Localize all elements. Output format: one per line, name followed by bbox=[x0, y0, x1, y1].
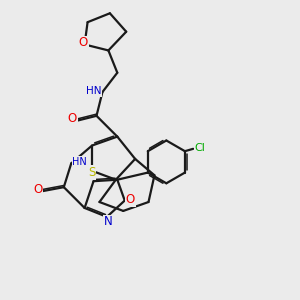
Text: O: O bbox=[33, 183, 42, 196]
Text: N: N bbox=[103, 215, 112, 228]
Text: O: O bbox=[68, 112, 77, 125]
Text: HN: HN bbox=[72, 157, 87, 166]
Text: O: O bbox=[125, 193, 135, 206]
Text: HN: HN bbox=[86, 86, 101, 96]
Text: O: O bbox=[79, 37, 88, 50]
Text: Cl: Cl bbox=[194, 142, 205, 153]
Text: S: S bbox=[88, 166, 95, 179]
